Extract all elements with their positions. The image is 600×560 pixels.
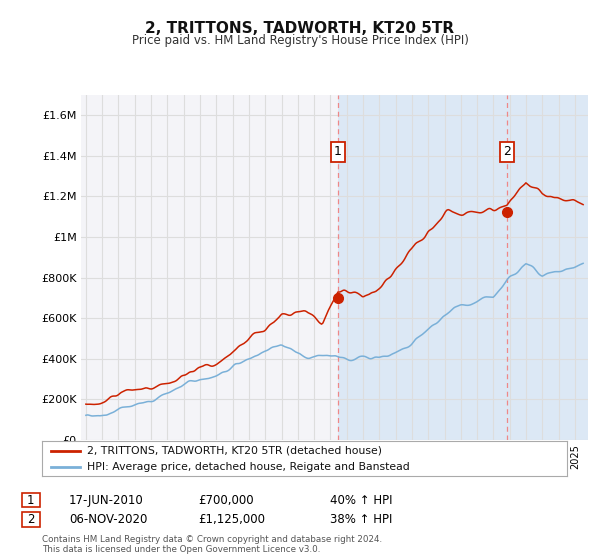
- Text: 2: 2: [503, 146, 511, 158]
- Text: 1: 1: [27, 493, 34, 507]
- Text: 2, TRITTONS, TADWORTH, KT20 5TR: 2, TRITTONS, TADWORTH, KT20 5TR: [145, 21, 455, 36]
- Text: 2, TRITTONS, TADWORTH, KT20 5TR (detached house): 2, TRITTONS, TADWORTH, KT20 5TR (detache…: [86, 446, 382, 456]
- Text: 38% ↑ HPI: 38% ↑ HPI: [330, 513, 392, 526]
- Text: 2: 2: [27, 513, 34, 526]
- Bar: [338, 95, 588, 440]
- Text: 40% ↑ HPI: 40% ↑ HPI: [330, 493, 392, 507]
- Text: Contains HM Land Registry data © Crown copyright and database right 2024.
This d: Contains HM Land Registry data © Crown c…: [42, 535, 382, 554]
- Text: £1,125,000: £1,125,000: [198, 513, 265, 526]
- Text: 1: 1: [334, 146, 342, 158]
- Text: Price paid vs. HM Land Registry's House Price Index (HPI): Price paid vs. HM Land Registry's House …: [131, 34, 469, 46]
- Text: 06-NOV-2020: 06-NOV-2020: [69, 513, 148, 526]
- Bar: [81, 95, 338, 440]
- Text: £700,000: £700,000: [198, 493, 254, 507]
- Text: HPI: Average price, detached house, Reigate and Banstead: HPI: Average price, detached house, Reig…: [86, 463, 409, 472]
- Text: 17-JUN-2010: 17-JUN-2010: [69, 493, 144, 507]
